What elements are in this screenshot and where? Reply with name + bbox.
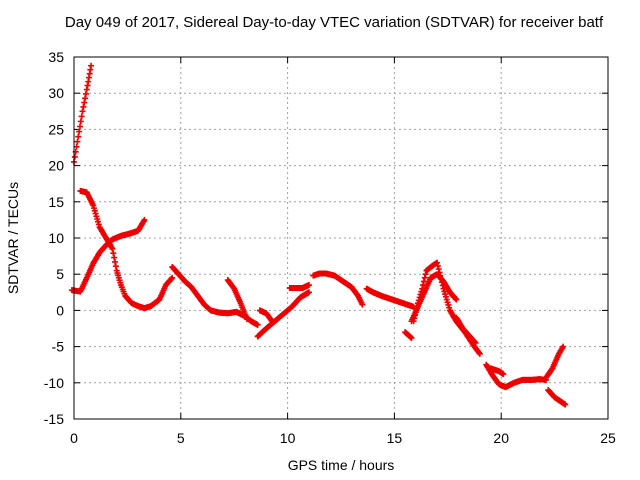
series-arc-r (543, 343, 567, 381)
data-point (472, 339, 479, 346)
data-point (305, 289, 312, 296)
y-tick-label: 5 (56, 266, 64, 282)
data-point (112, 258, 119, 265)
data-point (500, 371, 507, 378)
data-point (420, 282, 427, 289)
series-arc-l (402, 329, 415, 341)
series-arc-s (545, 387, 569, 408)
data-point (141, 216, 148, 223)
data-point (71, 153, 78, 160)
data-point (78, 113, 85, 120)
x-tick-label: 15 (387, 430, 403, 446)
data-point (415, 297, 422, 304)
y-tick-label: 15 (48, 194, 64, 210)
grid (74, 57, 608, 419)
tick-labels: 0 5 10 15 20 25 -15 -10 -5 0 5 10 15 20 25 30 35 (44, 49, 616, 446)
data-point (111, 254, 118, 261)
series-arc-b (77, 187, 176, 312)
x-tick-label: 0 (70, 430, 78, 446)
y-tick-label: 25 (48, 121, 64, 137)
chart-title: Day 049 of 2017, Sidereal Day-to-day VTE… (65, 14, 604, 31)
data-point (110, 250, 117, 257)
data-point (452, 295, 459, 302)
data-point (420, 278, 427, 285)
data-point (76, 123, 83, 130)
x-tick-label: 25 (600, 430, 616, 446)
y-tick-label: -10 (44, 375, 64, 391)
data-point (80, 103, 87, 110)
series-arc-h (286, 282, 312, 291)
data-point (269, 318, 276, 325)
data-point (471, 339, 478, 346)
x-axis-label: GPS time / hours (288, 457, 395, 473)
data-point (77, 118, 84, 125)
data-point (112, 263, 119, 270)
series-arc-g (256, 307, 276, 325)
y-tick-label: 35 (48, 49, 64, 65)
y-tick-label: 20 (48, 158, 64, 174)
series-arc-n (410, 259, 483, 357)
data-point (434, 259, 441, 266)
series-arc-j (348, 284, 366, 308)
data-point (562, 401, 569, 408)
data-point (438, 275, 445, 282)
series-arc-a (71, 62, 95, 165)
y-axis-label: SDTVAR / TECUs (5, 182, 21, 294)
data-point (73, 143, 80, 150)
data-point (244, 316, 251, 323)
data-point (421, 274, 428, 281)
data-point (476, 349, 483, 356)
data-point (453, 296, 460, 303)
data-point (75, 133, 82, 140)
data-point (81, 99, 88, 106)
data-point (82, 90, 89, 97)
data-point (416, 294, 423, 301)
data-point (254, 321, 261, 328)
data-point (437, 272, 444, 279)
data-point (476, 350, 483, 357)
data-point (419, 285, 426, 292)
data-point (408, 334, 415, 341)
y-tick-label: 0 (56, 302, 64, 318)
data-point (109, 245, 116, 252)
data-point (422, 271, 429, 278)
data-point (434, 262, 441, 269)
series-arc-k (363, 285, 417, 310)
data-point (74, 138, 81, 145)
data-point (268, 317, 275, 324)
data-point (82, 95, 89, 102)
data-point (439, 282, 446, 289)
series-arc-o (453, 314, 479, 346)
data-point (436, 269, 443, 276)
data-point (76, 128, 83, 135)
plot-frame (73, 56, 609, 420)
data-point (305, 282, 312, 289)
x-tick-label: 5 (177, 430, 185, 446)
series-arc-e (224, 276, 251, 323)
data-point (79, 108, 86, 115)
data-point (168, 275, 175, 282)
data-point (438, 279, 445, 286)
data-point (417, 291, 424, 298)
series-arc-i (310, 270, 355, 291)
y-tick-label: -5 (52, 339, 65, 355)
data-point (418, 288, 425, 295)
data-points (68, 62, 569, 408)
series-arc-p (483, 361, 550, 391)
data-point (169, 274, 176, 281)
series-arc-c (68, 216, 148, 295)
data-point (359, 301, 366, 308)
x-tick-label: 20 (493, 430, 509, 446)
data-point (435, 266, 442, 273)
y-tick-label: 30 (48, 85, 64, 101)
series-arc-f (254, 289, 312, 340)
y-tick-label: 10 (48, 230, 64, 246)
y-tick-label: -15 (44, 411, 64, 427)
x-tick-label: 10 (280, 430, 296, 446)
series-arc-q (487, 365, 507, 378)
data-point (560, 343, 567, 350)
data-point (414, 300, 421, 307)
data-point (88, 62, 95, 69)
